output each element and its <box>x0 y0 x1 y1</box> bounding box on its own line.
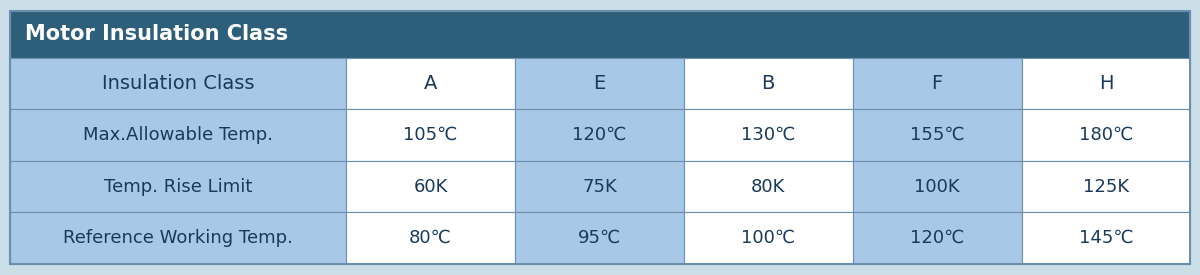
Bar <box>853 109 1021 161</box>
Text: E: E <box>593 74 606 93</box>
Text: Max.Allowable Temp.: Max.Allowable Temp. <box>83 126 272 144</box>
Text: B: B <box>762 74 775 93</box>
Bar <box>346 213 515 264</box>
Bar <box>10 58 346 109</box>
Text: 105℃: 105℃ <box>403 126 457 144</box>
Text: F: F <box>931 74 943 93</box>
Text: H: H <box>1099 74 1114 93</box>
Bar <box>10 11 1190 58</box>
Bar <box>684 161 853 213</box>
Text: Motor Insulation Class: Motor Insulation Class <box>25 24 288 44</box>
Bar <box>684 213 853 264</box>
Bar <box>1021 58 1190 109</box>
Bar <box>346 58 515 109</box>
Text: Reference Working Temp.: Reference Working Temp. <box>62 229 293 247</box>
Text: 80K: 80K <box>751 178 786 196</box>
Bar <box>10 161 346 213</box>
Bar <box>684 109 853 161</box>
Bar <box>1021 161 1190 213</box>
Bar <box>10 109 346 161</box>
Bar <box>853 213 1021 264</box>
Text: 155℃: 155℃ <box>910 126 965 144</box>
Text: 125K: 125K <box>1082 178 1129 196</box>
Bar <box>1021 213 1190 264</box>
Text: 100℃: 100℃ <box>742 229 796 247</box>
Text: 120℃: 120℃ <box>910 229 965 247</box>
Text: 180℃: 180℃ <box>1079 126 1133 144</box>
Text: 120℃: 120℃ <box>572 126 626 144</box>
Bar <box>10 213 346 264</box>
Text: A: A <box>424 74 437 93</box>
Bar <box>515 58 684 109</box>
Text: Temp. Rise Limit: Temp. Rise Limit <box>103 178 252 196</box>
Bar <box>1021 109 1190 161</box>
Text: 95℃: 95℃ <box>577 229 622 247</box>
Text: 145℃: 145℃ <box>1079 229 1133 247</box>
Bar <box>853 161 1021 213</box>
Bar <box>346 161 515 213</box>
Text: 130℃: 130℃ <box>742 126 796 144</box>
Bar <box>515 109 684 161</box>
Text: 100K: 100K <box>914 178 960 196</box>
Text: 75K: 75K <box>582 178 617 196</box>
Text: Insulation Class: Insulation Class <box>102 74 254 93</box>
Bar <box>346 109 515 161</box>
Bar <box>515 213 684 264</box>
Bar <box>684 58 853 109</box>
Bar <box>515 161 684 213</box>
Bar <box>853 58 1021 109</box>
Text: 80℃: 80℃ <box>409 229 452 247</box>
Text: 60K: 60K <box>413 178 448 196</box>
